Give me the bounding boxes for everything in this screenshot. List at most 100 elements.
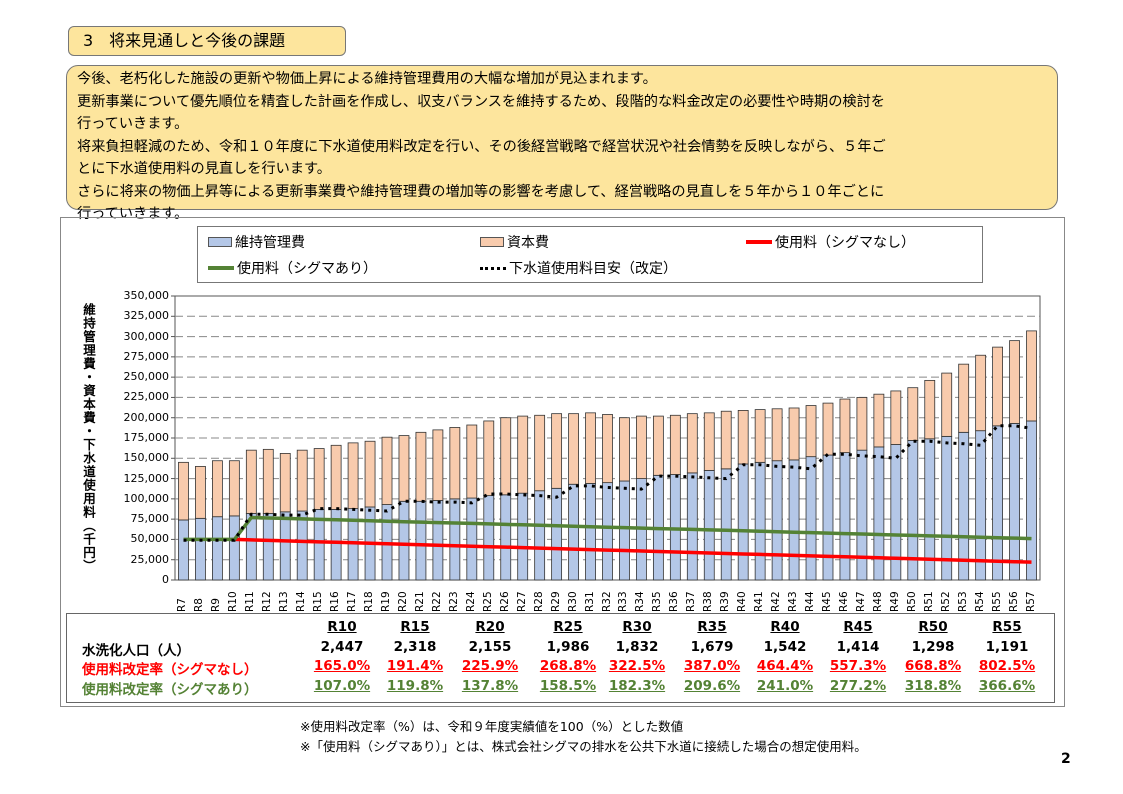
bar-maintenance	[262, 513, 274, 581]
y-tick-label: 125,000	[123, 471, 170, 485]
bar-maintenance	[178, 519, 189, 581]
x-tick-label: R52	[939, 591, 952, 612]
bar-maintenance	[415, 500, 427, 581]
summary-table	[66, 613, 1055, 703]
table-header: R30	[622, 619, 652, 635]
bar-maintenance	[720, 468, 732, 581]
y-tick-label: 200,000	[123, 410, 170, 424]
bar-capital	[839, 398, 851, 454]
x-tick-label: R41	[753, 591, 766, 612]
bar-capital	[330, 444, 342, 510]
table-header: R40	[770, 619, 800, 635]
bar-capital	[364, 440, 376, 508]
y-tick-label: 25,000	[130, 552, 170, 566]
x-tick-label: R35	[651, 591, 664, 612]
x-tick-label: R36	[668, 591, 681, 612]
x-tick-label: R42	[770, 591, 783, 612]
x-tick-label: R15	[312, 591, 325, 612]
x-tick-label: R27	[515, 591, 528, 612]
bar-capital	[907, 387, 919, 441]
line-fee-guideline	[183, 424, 1032, 542]
legend-swatch-capital	[480, 237, 504, 247]
x-tick-label: R20	[396, 591, 409, 612]
bar-capital	[313, 448, 325, 510]
table-cell: 802.5%	[978, 658, 1036, 674]
bar-capital	[534, 414, 546, 492]
table-header: R20	[475, 619, 505, 635]
table-cell: 241.0%	[756, 678, 814, 694]
bar-maintenance	[534, 490, 546, 581]
table-cell: 165.0%	[313, 658, 371, 674]
table-header: R45	[843, 619, 873, 635]
x-tick-label: R53	[956, 591, 969, 612]
legend-maintenance: 維持管理費	[208, 232, 305, 252]
bar-capital	[449, 427, 461, 500]
x-tick-label: R38	[702, 591, 715, 612]
summary-line: さらに将来の物価上昇等による更新事業費や維持管理費の増加等の影響を考慮して、経営…	[77, 183, 885, 200]
x-tick-label: R28	[532, 591, 545, 612]
bar-capital	[551, 413, 563, 489]
bar-maintenance	[398, 500, 410, 581]
table-cell: 268.8%	[539, 658, 597, 674]
table-cell: 1,414	[836, 639, 880, 655]
legend-label: 維持管理費	[235, 235, 305, 251]
table-cell: 322.5%	[608, 658, 666, 674]
bar-maintenance	[619, 480, 630, 581]
bar-maintenance	[822, 454, 834, 581]
bar-capital	[178, 461, 189, 521]
y-tick-label: 150,000	[123, 451, 170, 465]
chart-legend: 維持管理費 資本費 使用料（シグマなし） 使用料（シグマあり） 下水道使用料目安…	[197, 226, 983, 283]
bar-capital	[195, 465, 206, 519]
bar-maintenance	[585, 483, 596, 581]
legend-label: 下水道使用料目安（改定）	[509, 261, 677, 277]
x-tick-label: R29	[549, 591, 562, 612]
table-cell: 137.8%	[461, 678, 519, 694]
x-tick-label: R26	[498, 591, 511, 612]
table-cell: 1,986	[546, 639, 590, 655]
x-tick-label: R7	[176, 598, 189, 612]
legend-fee-no-sigma: 使用料（シグマなし）	[746, 232, 915, 252]
table-cell: 1,191	[985, 639, 1029, 655]
x-tick-label: R9	[210, 598, 223, 612]
bar-maintenance	[483, 495, 495, 581]
bar-capital	[771, 408, 783, 462]
x-tick-label: R10	[227, 591, 240, 612]
legend-swatch-maintenance	[208, 237, 232, 247]
bar-maintenance	[788, 459, 800, 581]
bar-capital	[347, 442, 359, 509]
table-header: R25	[553, 619, 583, 635]
table-cell: 387.0%	[683, 658, 741, 674]
bar-capital	[602, 414, 613, 484]
bar-capital	[924, 379, 936, 440]
bar-capital	[652, 415, 664, 476]
bar-capital	[432, 429, 444, 501]
bar-maintenance	[466, 497, 478, 581]
x-tick-label: R32	[600, 591, 613, 612]
bar-capital	[788, 407, 800, 461]
y-axis-label: 維持管理費・資本費・下水道使用料（千円）	[81, 303, 96, 573]
x-tick-label: R21	[413, 591, 426, 612]
x-tick-label: R30	[566, 591, 579, 612]
summary-line: 行っていきます。	[77, 206, 189, 222]
table-cell: 2,447	[320, 639, 364, 655]
bar-maintenance	[228, 515, 240, 581]
bar-maintenance	[568, 483, 579, 581]
bar-capital	[941, 372, 953, 437]
x-tick-label: R45	[820, 591, 833, 612]
table-cell: 2,155	[468, 639, 512, 655]
bar-maintenance	[279, 511, 291, 581]
x-tick-label: R19	[380, 591, 392, 612]
bar-maintenance	[1009, 422, 1020, 581]
bar-capital	[381, 436, 393, 505]
bar-maintenance	[958, 431, 970, 581]
bar-capital	[228, 460, 240, 517]
bar-capital	[398, 435, 410, 502]
table-cell: 277.2%	[829, 678, 887, 694]
line-fee-sigma	[183, 515, 1032, 542]
summary-line: 行っていきます。	[77, 116, 189, 132]
x-tick-label: R55	[990, 591, 1003, 612]
bar-capital	[296, 449, 308, 512]
bar-capital	[212, 460, 223, 518]
bar-maintenance	[195, 517, 206, 581]
table-cell: 225.9%	[461, 658, 519, 674]
